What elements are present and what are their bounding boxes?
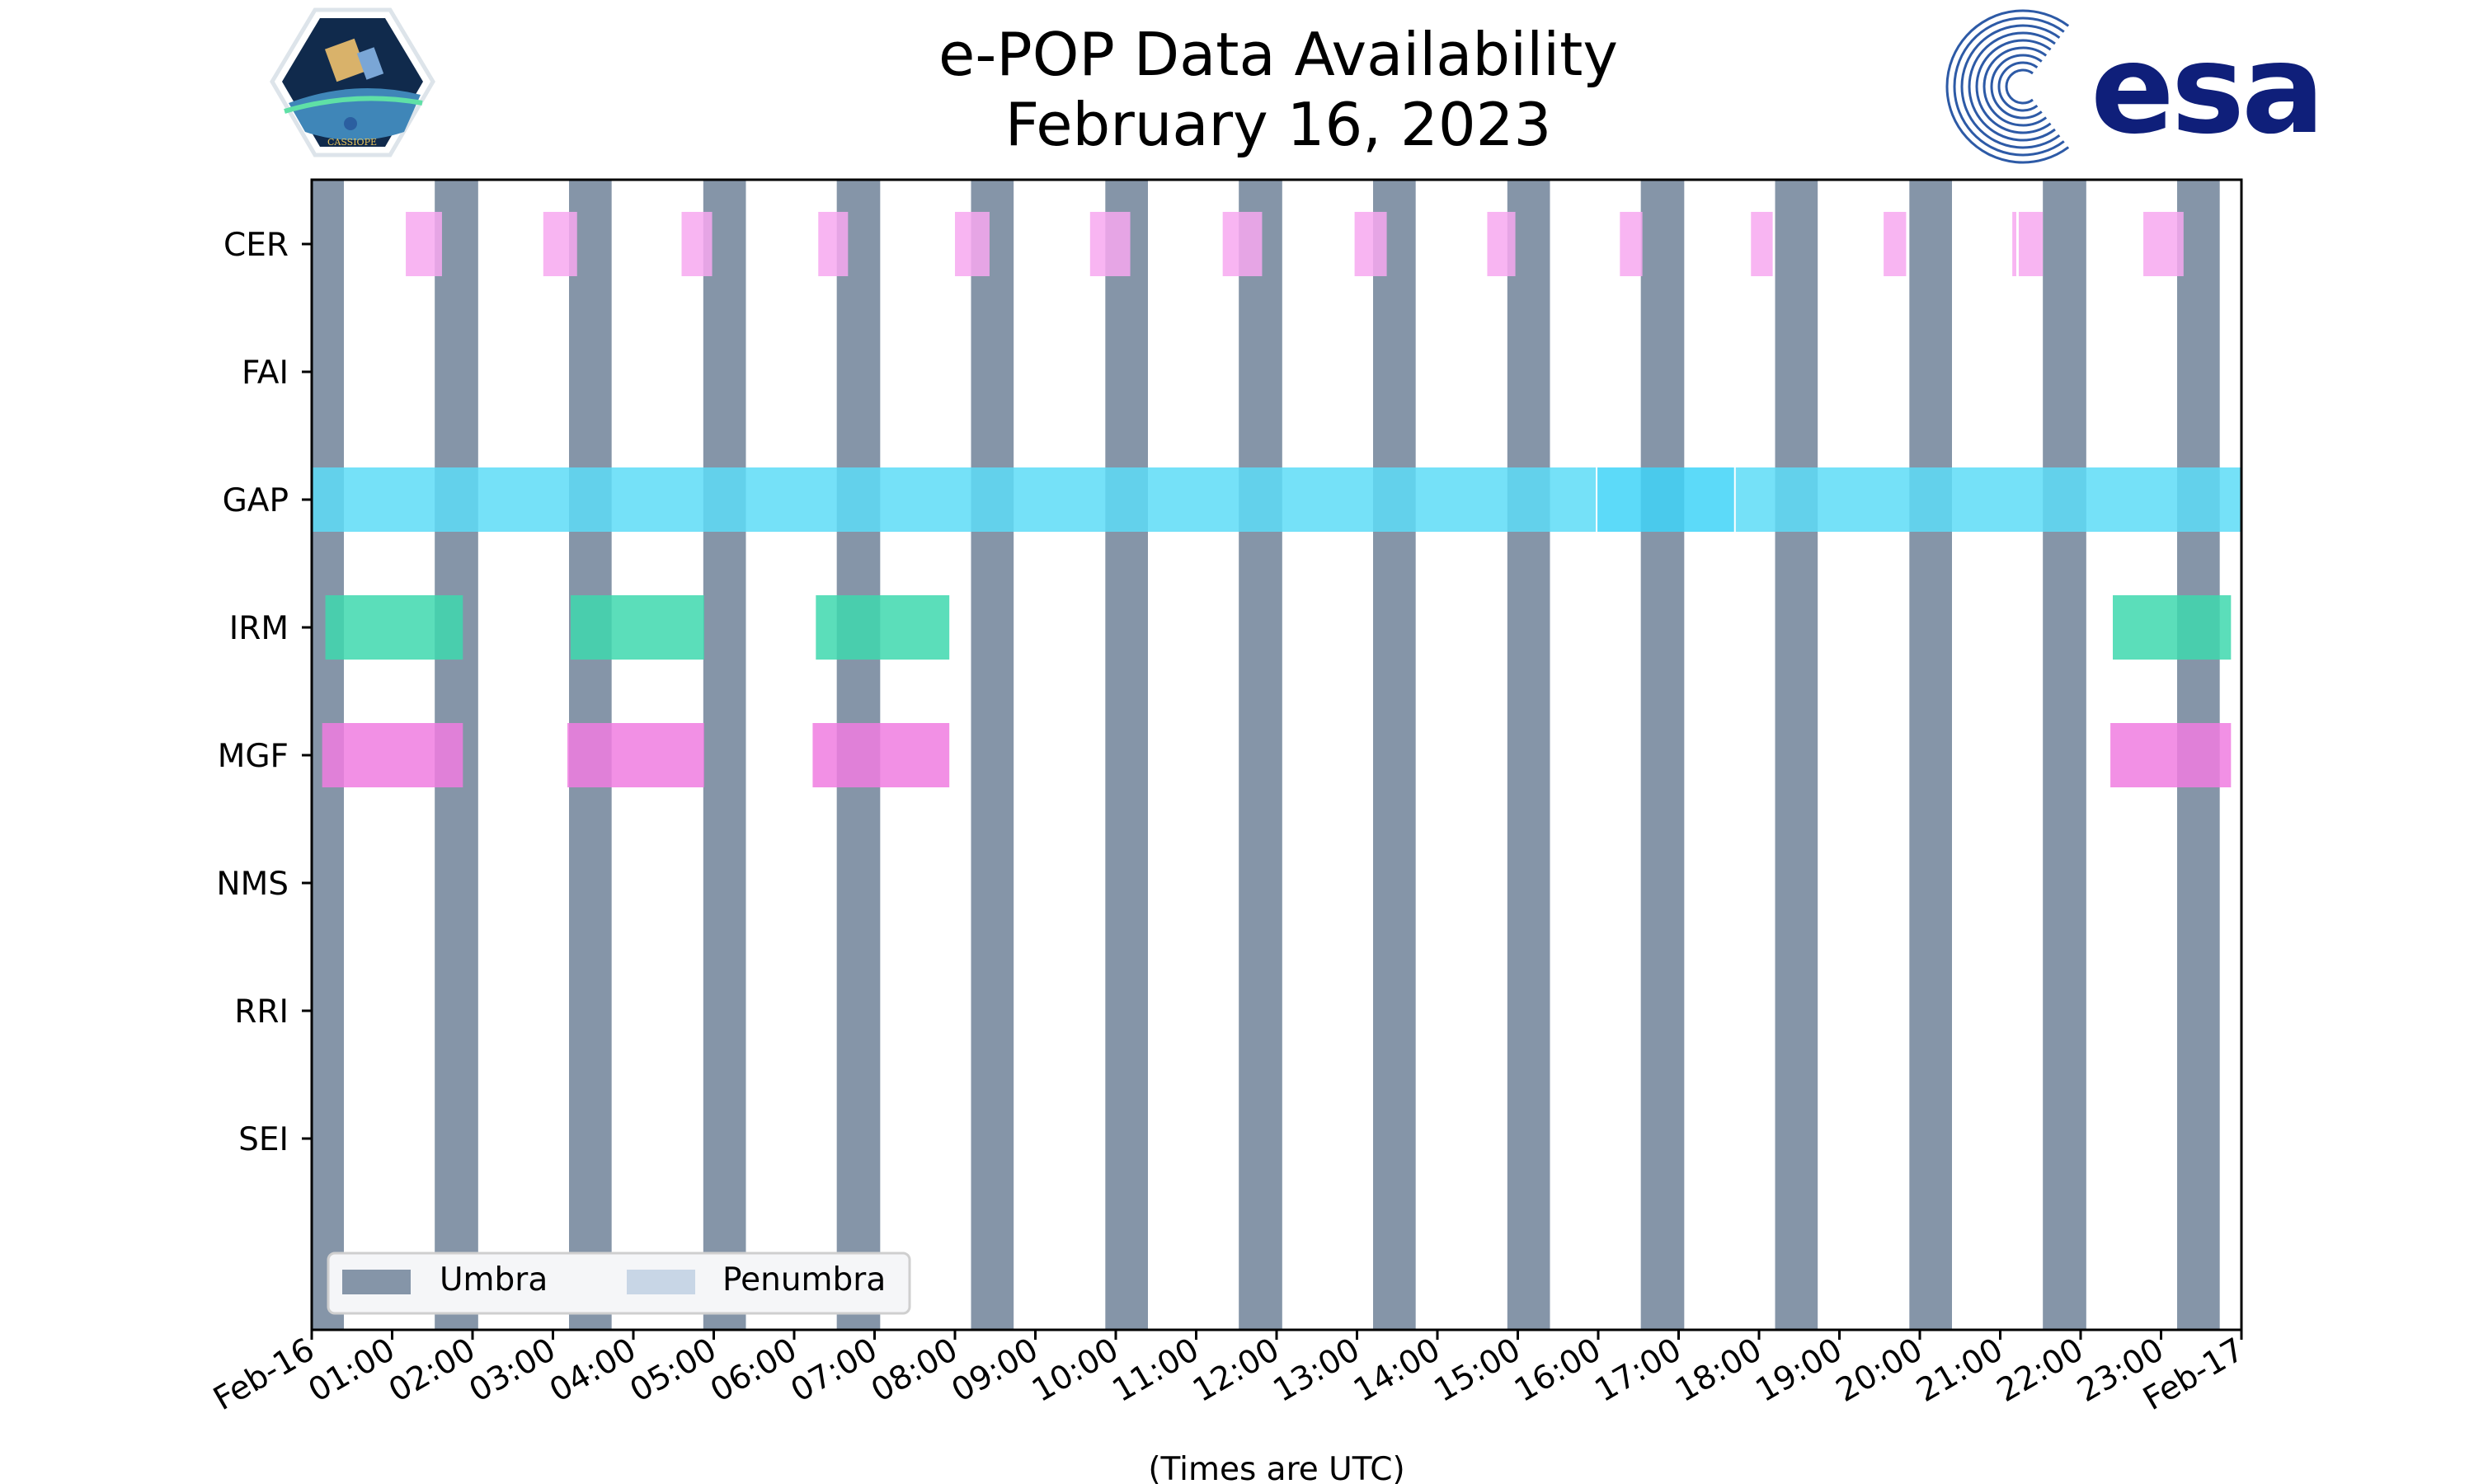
umbra-band-11 bbox=[1775, 180, 1818, 1330]
umbra-band-12 bbox=[1909, 180, 1952, 1330]
bar-cer-0 bbox=[406, 212, 442, 276]
esa-arc-4 bbox=[1975, 39, 2052, 134]
y-tick-label-cer: CER bbox=[223, 227, 289, 264]
bar-cer-8 bbox=[1487, 212, 1516, 276]
x-tick-label-18: 18:00 bbox=[1669, 1331, 1768, 1410]
chart-title: e-POP Data Availability bbox=[938, 20, 1618, 89]
bar-irm-0 bbox=[325, 595, 463, 660]
legend-label-penumbra: Penumbra bbox=[722, 1261, 886, 1298]
y-tick-label-fai: FAI bbox=[242, 355, 289, 392]
bar-gap-2 bbox=[1734, 467, 2241, 532]
x-tick-label-0: Feb-16 bbox=[208, 1331, 321, 1418]
esa-arc-6 bbox=[1960, 24, 2061, 149]
bar-mgf-2 bbox=[812, 723, 950, 787]
y-tick-label-rri: RRI bbox=[234, 993, 289, 1031]
legend-label-umbra: Umbra bbox=[440, 1261, 548, 1298]
y-tick-label-sei: SEI bbox=[238, 1121, 289, 1158]
y-tick-label-gap: GAP bbox=[223, 482, 289, 519]
bar-cer-2 bbox=[681, 212, 713, 276]
x-tick-label-10: 10:00 bbox=[1026, 1331, 1125, 1410]
umbra-band-9 bbox=[1507, 180, 1550, 1330]
umbra-band-6 bbox=[1105, 180, 1148, 1330]
x-tick-label-17: 17:00 bbox=[1589, 1331, 1688, 1410]
esa-arc-2 bbox=[1990, 54, 2043, 120]
y-tick-label-irm: IRM bbox=[229, 610, 289, 647]
esa-arc-0 bbox=[2005, 68, 2034, 105]
esa-arc-7 bbox=[1953, 16, 2065, 157]
bar-cer-5 bbox=[1089, 212, 1131, 276]
x-tick-label-22: 22:00 bbox=[1991, 1331, 2090, 1410]
bar-irm-1 bbox=[570, 595, 704, 660]
plot-area: CER FAI GAP IRM MGF NMS RRI SEI Feb-1601:0002:0… bbox=[208, 178, 2251, 1484]
x-axis-label: (Times are UTC) bbox=[1148, 1451, 1404, 1484]
legend-swatch-umbra bbox=[342, 1270, 411, 1294]
x-tick-label-20: 20:00 bbox=[1830, 1331, 1929, 1410]
bar-cer-10 bbox=[1751, 212, 1773, 276]
x-tick-label-21: 21:00 bbox=[1911, 1331, 2010, 1410]
bar-gap-1 bbox=[1597, 467, 1735, 532]
x-tick-label-2: 02:00 bbox=[383, 1331, 482, 1410]
legend-swatch-penumbra bbox=[627, 1270, 695, 1294]
esa-arc-8 bbox=[1945, 9, 2070, 164]
legend-box bbox=[327, 1252, 911, 1315]
esa-arc-3 bbox=[1982, 46, 2048, 127]
bar-mgf-0 bbox=[322, 723, 463, 787]
umbra-band-7 bbox=[1239, 180, 1282, 1330]
umbra-band-3 bbox=[703, 180, 746, 1330]
bar-cer-4 bbox=[955, 212, 990, 276]
bar-cer-6 bbox=[1222, 212, 1263, 276]
esa-logo-text: esa bbox=[2091, 18, 2321, 162]
bar-cer-13 bbox=[2018, 212, 2044, 276]
esa-arc-5 bbox=[1968, 31, 2056, 142]
x-tick-label-1: 01:00 bbox=[303, 1331, 402, 1410]
x-tick-label-12: 12:00 bbox=[1187, 1331, 1286, 1410]
x-tick-label-4: 04:00 bbox=[543, 1331, 642, 1410]
x-tick-label-9: 09:00 bbox=[946, 1331, 1045, 1410]
bar-cer-3 bbox=[818, 212, 849, 276]
x-tick-label-7: 07:00 bbox=[785, 1331, 884, 1410]
x-tick-label-15: 15:00 bbox=[1428, 1331, 1527, 1410]
y-tick-label-nms: NMS bbox=[216, 866, 289, 903]
cassiope-logo: CASSIOPE bbox=[270, 7, 435, 157]
bar-mgf-1 bbox=[567, 723, 704, 787]
x-tick-label-11: 11:00 bbox=[1107, 1331, 1206, 1410]
umbra-band-5 bbox=[971, 180, 1014, 1330]
legend: Umbra Penumbra bbox=[327, 1252, 911, 1315]
x-tick-label-8: 08:00 bbox=[865, 1331, 964, 1410]
bar-cer-1 bbox=[543, 212, 577, 276]
esa-logo: esa bbox=[1945, 9, 2325, 164]
bar-irm-3 bbox=[2113, 595, 2232, 660]
bar-cer-11 bbox=[1884, 212, 1907, 276]
x-tick-label-5: 05:00 bbox=[624, 1331, 723, 1410]
x-tick-label-6: 06:00 bbox=[704, 1331, 803, 1410]
umbra-band-8 bbox=[1373, 180, 1416, 1330]
y-tick-label-mgf: MGF bbox=[218, 738, 289, 775]
x-tick-label-16: 16:00 bbox=[1508, 1331, 1607, 1410]
umbra-band-13 bbox=[2043, 180, 2086, 1330]
bar-mgf-3 bbox=[2110, 723, 2232, 787]
bar-cer-14 bbox=[2143, 212, 2184, 276]
x-tick-label-13: 13:00 bbox=[1268, 1331, 1366, 1410]
cassiope-logo-text: CASSIOPE bbox=[327, 137, 377, 148]
umbra-band-10 bbox=[1640, 180, 1685, 1330]
bar-gap-0 bbox=[312, 467, 1597, 532]
bar-cer-12 bbox=[2012, 212, 2016, 276]
bar-irm-2 bbox=[816, 595, 950, 660]
x-tick-label-19: 19:00 bbox=[1750, 1331, 1849, 1410]
esa-arc-1 bbox=[1997, 61, 2039, 112]
bar-cer-9 bbox=[1620, 212, 1643, 276]
x-tick-label-3: 03:00 bbox=[463, 1331, 562, 1410]
x-tick-label-14: 14:00 bbox=[1348, 1331, 1446, 1410]
bar-cer-7 bbox=[1354, 212, 1387, 276]
chart-subtitle: February 16, 2023 bbox=[1004, 90, 1552, 159]
